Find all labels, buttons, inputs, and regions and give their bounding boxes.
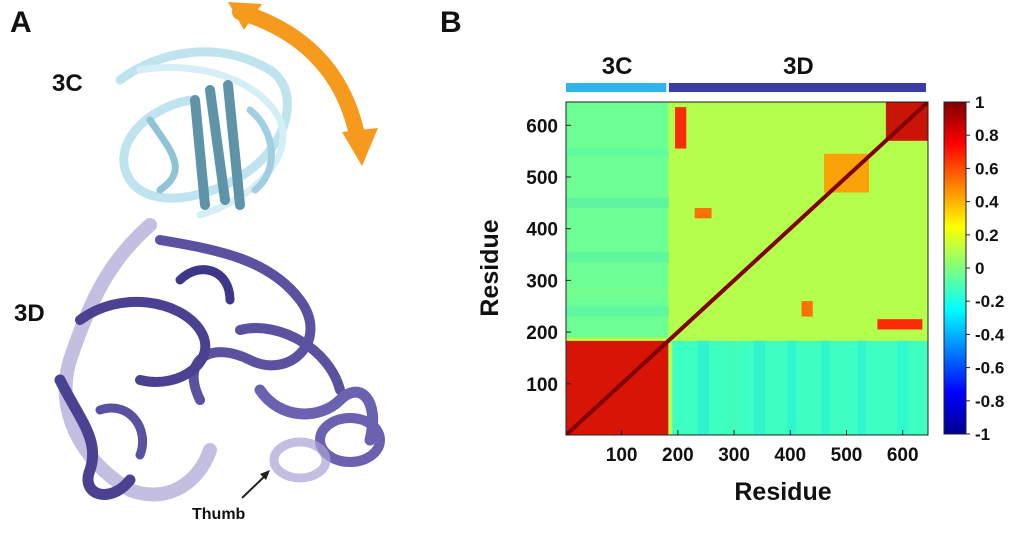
y-tick-label: 500 [526,168,558,189]
colorbar-tick-label: -0.2 [975,292,1004,311]
segment-bar-3c [566,83,667,92]
x-tick-label: 500 [831,445,863,466]
plot-frame [565,101,929,436]
colorbar-tick-label: -0.6 [975,359,1004,378]
segment-label-3c: 3C [602,53,633,80]
colorbar-tick-label: 1 [975,93,984,112]
protein-3d-ribbon [54,218,385,502]
colorbar-tick-label: -0.8 [975,392,1004,411]
x-axis-title: Residue [734,478,831,506]
y-tick-label: 600 [526,116,558,137]
heatmap-diagonal [566,102,928,435]
y-tick-label: 100 [526,375,558,396]
heatmap-block [672,340,928,435]
label-3c-structure: 3C [52,70,83,97]
panel-a-letter: A [10,6,32,39]
label-3d-structure: 3D [14,300,45,327]
heatmap-block [675,107,687,149]
x-tick-label: 100 [606,445,638,466]
y-tick-label: 300 [526,271,558,292]
sequence-segment-bars: 3C 3D [566,53,926,92]
heatmap-block [877,319,923,330]
segment-label-3d: 3D [783,53,814,80]
thumb-label: Thumb [192,506,246,523]
colorbar-tick-label: -1 [975,425,990,444]
colorbar-tick-label: 0.2 [975,226,999,245]
panel-b-letter: B [440,6,462,39]
colorbar-tick-label: -0.4 [975,325,1005,344]
x-tick-label: 600 [887,445,919,466]
thumb-pointer-arrow [241,470,270,499]
x-tick-label: 400 [774,445,806,466]
y-tick-label: 200 [526,323,558,344]
y-tick-label: 400 [526,220,558,241]
y-axis-title: Residue [476,219,504,316]
segment-bar-3d [668,83,926,92]
protein-structure-illustration [54,2,385,502]
colorbar [943,101,967,435]
colorbar-tick-label: 0.4 [975,193,999,212]
protein-3c-ribbon [115,47,292,219]
rotation-arrow [228,2,378,166]
x-tick-label: 200 [662,445,694,466]
x-tick-label: 300 [718,445,750,466]
heatmap-block [694,208,712,219]
heatmap-block [801,301,813,317]
x-axis-ticks: 100 200 300 400 500 600 [606,430,919,466]
heatmap-block [566,102,669,338]
colorbar-ticks: 1 0.8 0.6 0.4 0.2 0 -0.2 -0.4 -0.6 -0.8 -1 [966,93,1005,444]
y-axis-ticks: 100 200 300 400 500 600 [526,116,571,396]
heatmap-block [824,153,869,193]
colorbar-tick-label: 0.8 [975,126,999,145]
colorbar-tick-label: 0.6 [975,159,999,178]
heatmap-cells [566,102,928,435]
colorbar-tick-label: 0 [975,259,984,278]
